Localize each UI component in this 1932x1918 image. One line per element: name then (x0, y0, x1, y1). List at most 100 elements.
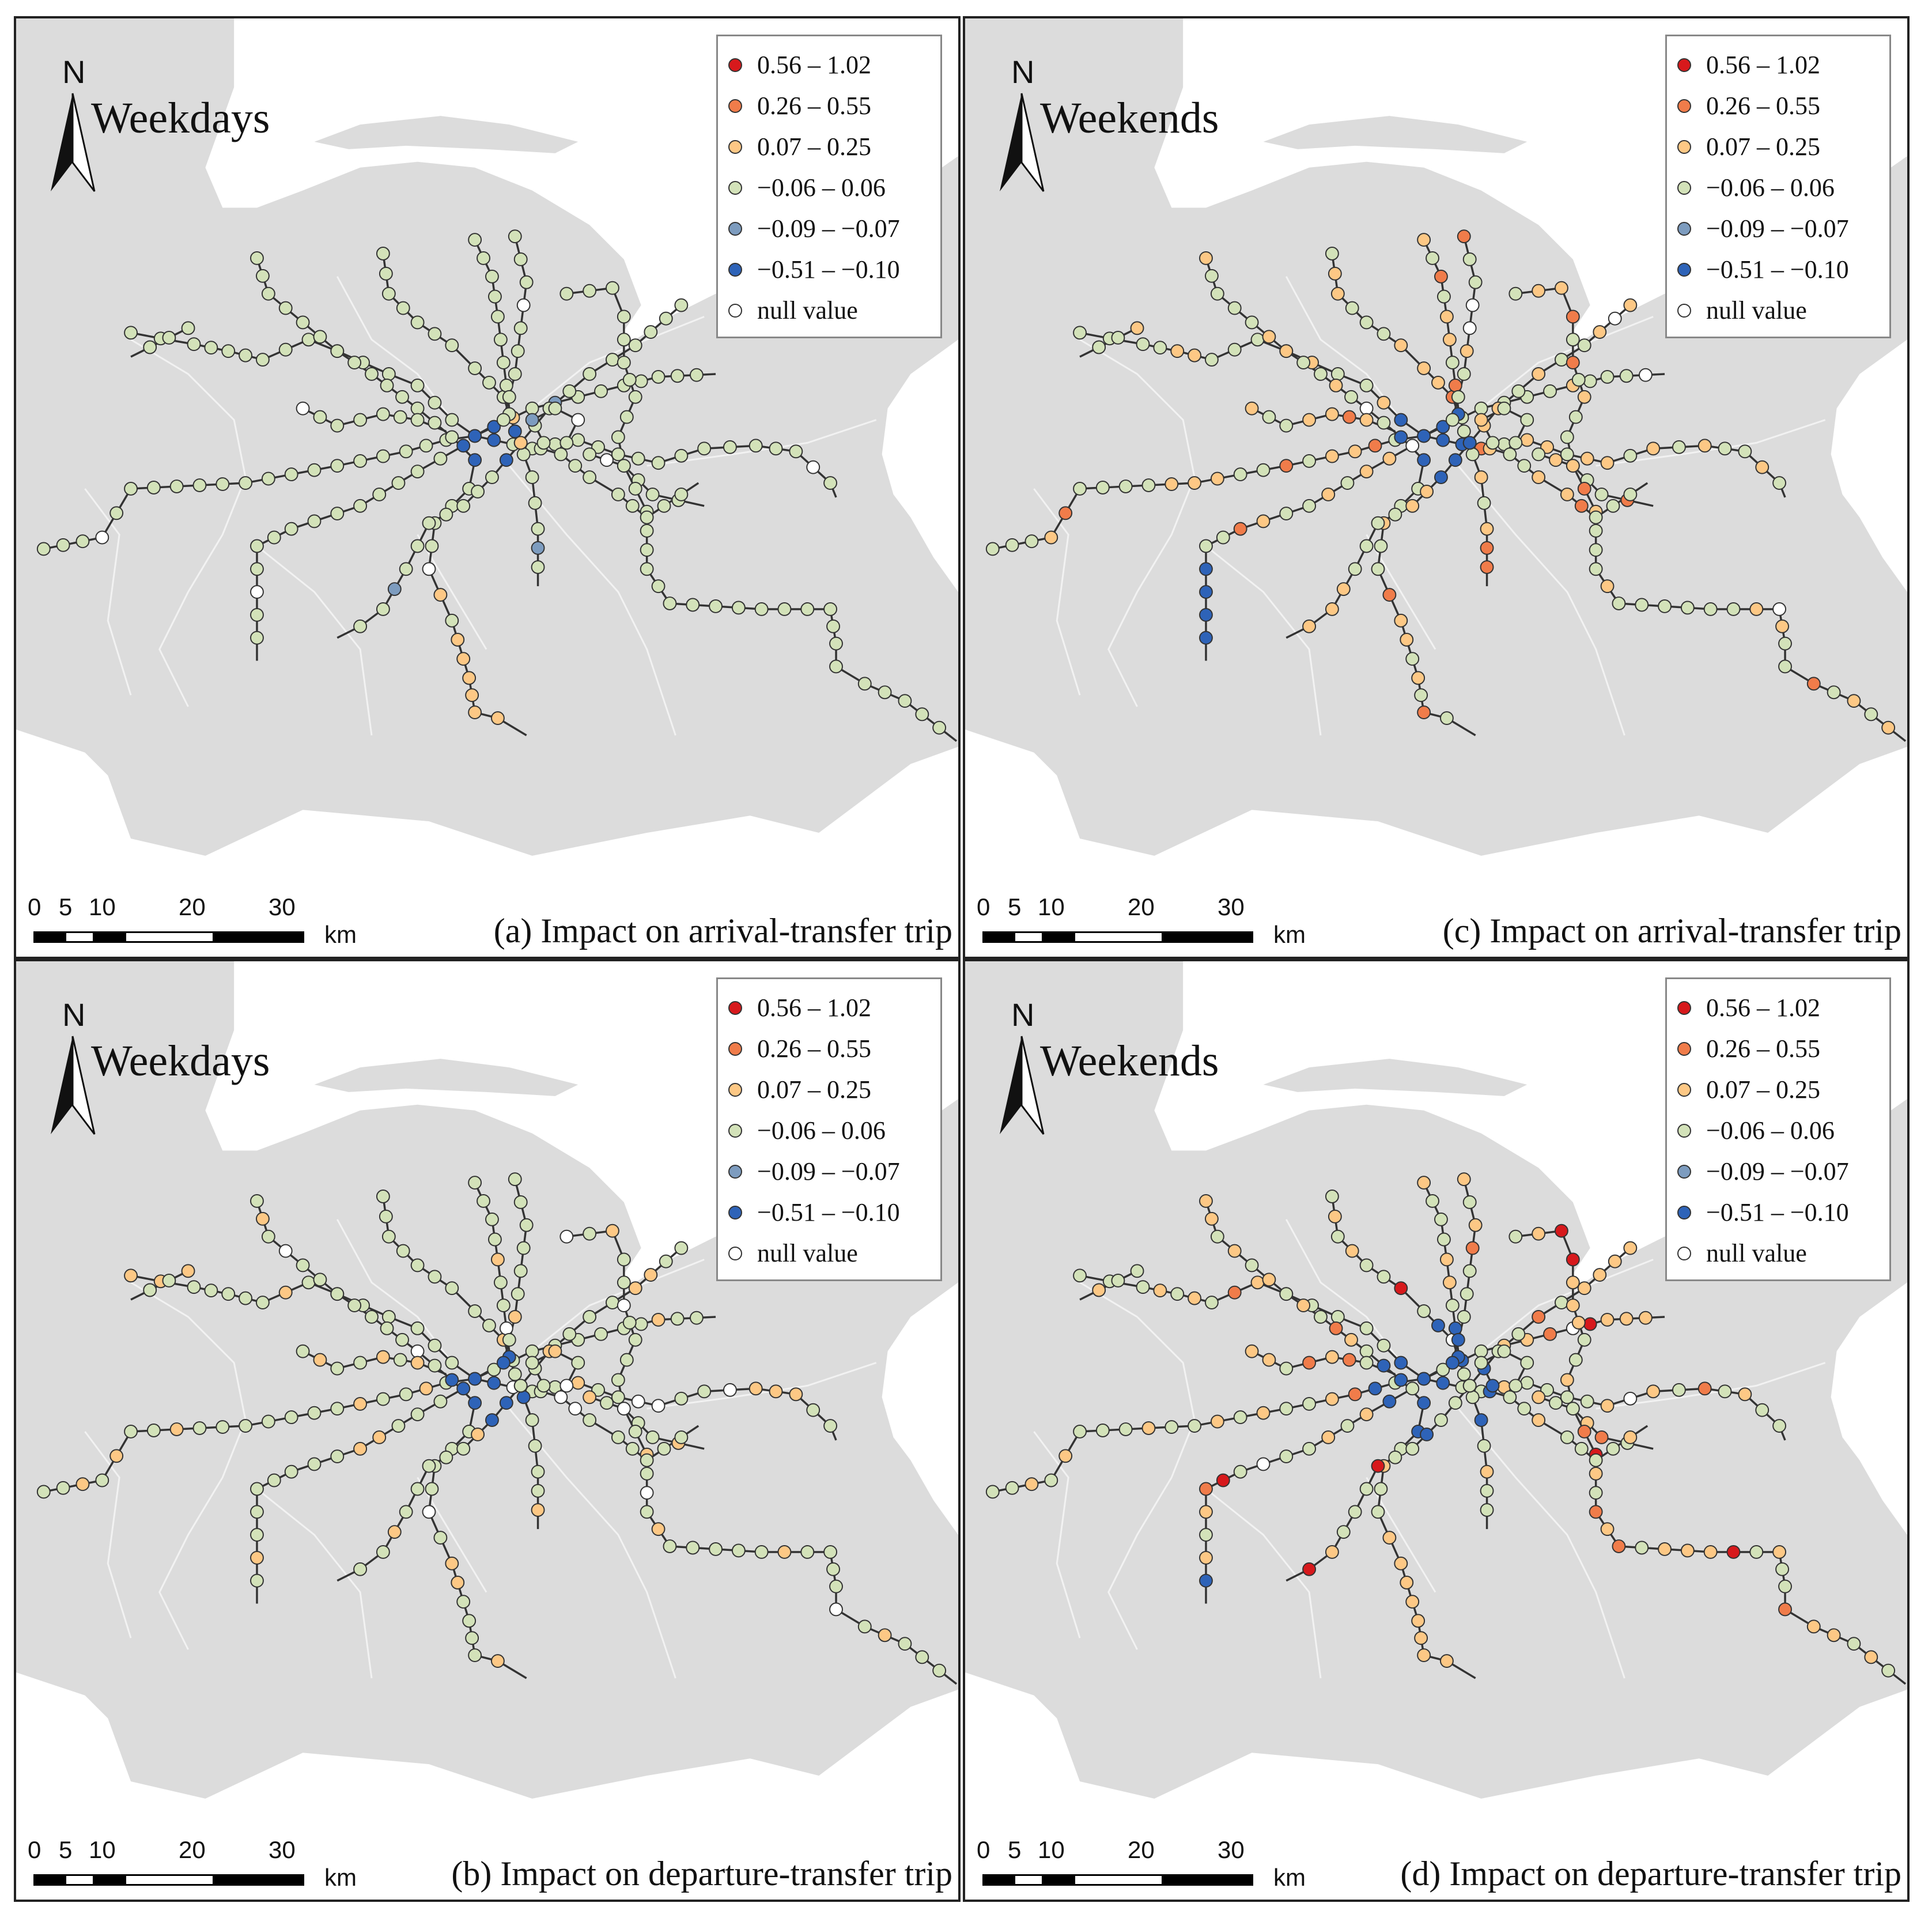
station-marker (617, 1298, 631, 1313)
station-marker (267, 530, 281, 545)
station-marker (422, 516, 436, 530)
station-marker (516, 1241, 531, 1255)
district-boundary (508, 465, 676, 736)
station-marker (353, 499, 368, 513)
station-marker (1024, 534, 1039, 549)
station-marker (1233, 467, 1247, 482)
station-marker (777, 1545, 792, 1559)
station-marker (56, 1481, 70, 1495)
scale-segment (214, 931, 304, 943)
station-marker (1170, 1287, 1185, 1301)
station-marker (1359, 1482, 1374, 1496)
legend-item: null value (728, 1233, 930, 1274)
station-marker (1468, 1218, 1483, 1232)
scale-segment (1073, 931, 1163, 943)
station-marker (519, 275, 534, 289)
station-marker (1638, 368, 1653, 382)
metro-line (589, 453, 958, 742)
station-marker (622, 372, 637, 387)
station-marker (1462, 252, 1477, 266)
station-marker (1508, 286, 1523, 301)
station-marker (1532, 1226, 1546, 1241)
station-marker (451, 1576, 465, 1589)
map-panel-a: N Weekdays 0.56 – 1.02 0.26 – 0.55 0.07 – 0.… (14, 16, 961, 959)
station-marker (1462, 1264, 1477, 1278)
station-marker (769, 1384, 783, 1399)
station-marker (1377, 1338, 1391, 1353)
station-marker (1411, 671, 1426, 685)
station-marker (516, 447, 531, 462)
station-marker (381, 1229, 396, 1244)
station-marker (611, 447, 625, 462)
legend-item: −0.06 – 0.06 (728, 1110, 930, 1151)
station-marker (1436, 420, 1450, 434)
station-marker (1778, 659, 1792, 674)
station-marker (651, 370, 666, 384)
station-marker (1772, 1545, 1787, 1559)
metro-line (1538, 453, 1907, 742)
station-marker (823, 602, 838, 616)
station-marker (1256, 514, 1271, 528)
station-marker (1388, 1450, 1402, 1464)
legend-item: −0.51 – −0.10 (1677, 1192, 1879, 1233)
station-marker (1434, 1212, 1448, 1226)
station-marker (1227, 1285, 1242, 1300)
station-marker (499, 1321, 513, 1335)
station-marker (1864, 1650, 1878, 1664)
station-marker (1697, 439, 1712, 453)
station-marker (1589, 1505, 1603, 1519)
station-marker (372, 1430, 387, 1444)
station-marker (399, 562, 413, 576)
station-marker (445, 413, 459, 427)
district-boundary (1033, 1431, 1081, 1638)
station-marker (628, 1425, 642, 1438)
station-marker (1348, 562, 1362, 576)
station-marker (617, 1252, 631, 1267)
district-boundary (130, 338, 247, 707)
station-marker (1439, 1252, 1454, 1267)
scale-tick-label: 30 (269, 1836, 296, 1863)
station-marker (1775, 619, 1789, 633)
scale-tick-label: 10 (89, 893, 116, 920)
station-marker (1359, 1344, 1374, 1358)
station-marker (255, 353, 270, 367)
station-marker (221, 1287, 236, 1301)
station-marker (619, 410, 634, 424)
station-marker (482, 1318, 496, 1332)
scale-tick-label: 0 (28, 893, 41, 920)
station-marker (548, 401, 562, 416)
station-marker (1434, 1413, 1448, 1428)
station-marker (531, 1503, 545, 1517)
station-marker (1330, 367, 1345, 381)
station-marker (1864, 707, 1878, 722)
station-marker (1371, 516, 1385, 530)
station-marker (528, 496, 542, 510)
station-marker (1608, 311, 1622, 326)
station-marker (1442, 333, 1457, 347)
station-marker (1170, 344, 1185, 358)
station-marker (1233, 1410, 1247, 1425)
legend-label: 0.56 – 1.02 (757, 994, 871, 1022)
legend: 0.56 – 1.02 0.26 – 0.55 0.07 – 0.25 −0.06 –… (1665, 977, 1891, 1281)
station-marker (365, 367, 379, 381)
station-marker (471, 485, 485, 499)
station-marker (1199, 1573, 1213, 1588)
station-marker (1405, 652, 1420, 666)
station-marker (1279, 507, 1294, 521)
station-marker (313, 410, 327, 424)
legend-swatch (1677, 1041, 1691, 1056)
station-marker (1199, 1505, 1213, 1519)
station-marker (1417, 1176, 1431, 1190)
station-marker (1703, 602, 1718, 616)
station-marker (1345, 1244, 1359, 1258)
station-marker (1442, 1275, 1457, 1290)
station-marker (1726, 1545, 1741, 1559)
station-marker (1468, 275, 1483, 289)
district-boundary (508, 1408, 676, 1679)
station-marker (511, 344, 525, 358)
legend-item: 0.07 – 0.25 (728, 1069, 930, 1110)
station-marker (1600, 1399, 1615, 1413)
station-marker (525, 1413, 539, 1428)
station-marker (640, 1505, 654, 1519)
station-marker (487, 433, 501, 447)
